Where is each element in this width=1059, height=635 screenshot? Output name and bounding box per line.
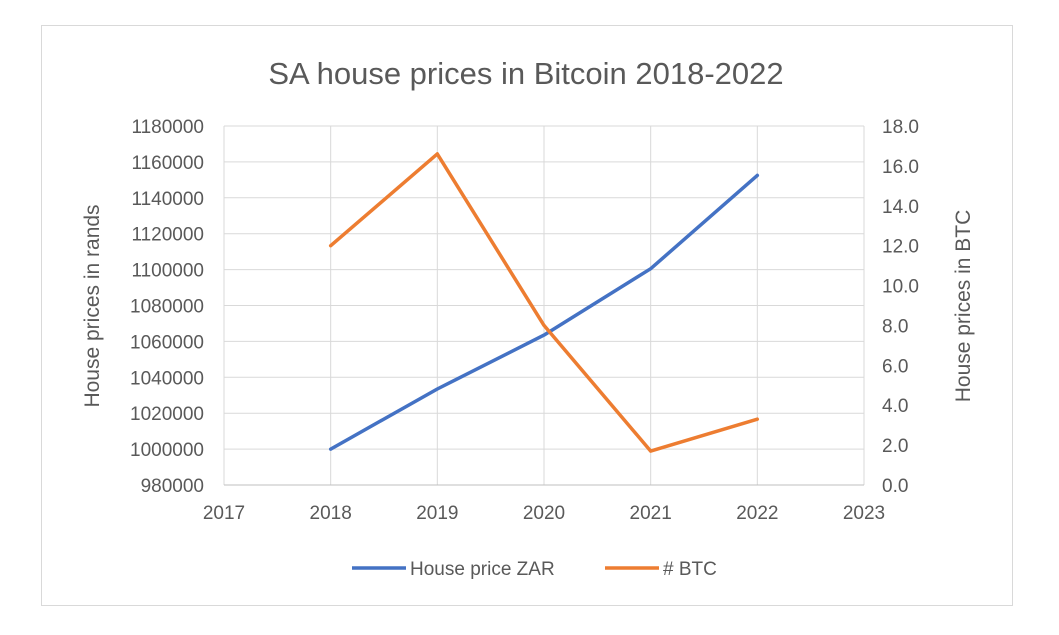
x-tick-label: 2018 (310, 503, 352, 524)
left-tick-label: 1100000 (131, 261, 204, 282)
right-tick-label: 8.0 (882, 316, 908, 337)
left-tick-label: 1000000 (130, 440, 204, 461)
series-line-btc (328, 152, 760, 453)
left-tick-label: 1060000 (130, 332, 204, 353)
legend: House price ZAR # BTC (352, 559, 717, 580)
right-axis-label: House prices in BTC (952, 210, 975, 403)
series-layer (328, 152, 760, 453)
legend-label: # BTC (663, 559, 717, 580)
x-tick-label: 2019 (416, 503, 458, 524)
right-tick-label: 12.0 (882, 237, 919, 258)
x-tick-label: 2023 (843, 503, 885, 524)
right-tick-label: 10.0 (882, 277, 919, 298)
left-axis-ticks: 980000 1000000 1020000 1040000 1060000 108000… (130, 117, 204, 497)
right-tick-label: 18.0 (882, 117, 919, 138)
series-line-zar (328, 173, 760, 451)
chart-frame: SA house prices in Bitcoin 2018-2022 980… (41, 25, 1013, 606)
right-axis-ticks: 0.0 2.0 4.0 6.0 8.0 10.0 12.0 14.0 16.0 18.0 (882, 117, 919, 497)
gridlines (223, 125, 865, 486)
right-tick-label: 6.0 (882, 356, 908, 377)
left-tick-label: 980000 (141, 476, 204, 497)
x-tick-label: 2017 (203, 503, 245, 524)
x-axis-ticks: 2017 2018 2019 2020 2021 2022 2023 (203, 503, 885, 524)
x-tick-label: 2022 (736, 503, 778, 524)
legend-label: House price ZAR (410, 559, 555, 580)
chart-title: SA house prices in Bitcoin 2018-2022 (268, 56, 783, 91)
right-tick-label: 14.0 (882, 197, 919, 218)
right-tick-label: 0.0 (882, 476, 908, 497)
left-tick-label: 1160000 (131, 153, 204, 174)
left-tick-label: 1020000 (130, 404, 204, 425)
right-tick-label: 16.0 (882, 157, 919, 178)
left-axis-label: House prices in rands (81, 204, 104, 407)
right-tick-label: 2.0 (882, 436, 908, 457)
chart-area: SA house prices in Bitcoin 2018-2022 980… (81, 56, 975, 580)
x-tick-label: 2021 (630, 503, 672, 524)
x-tick-label: 2020 (523, 503, 565, 524)
right-tick-label: 4.0 (882, 396, 908, 417)
left-tick-label: 1180000 (131, 117, 204, 138)
left-tick-label: 1120000 (131, 225, 204, 246)
left-tick-label: 1140000 (131, 189, 204, 210)
left-tick-label: 1040000 (130, 368, 204, 389)
left-tick-label: 1080000 (130, 297, 204, 318)
